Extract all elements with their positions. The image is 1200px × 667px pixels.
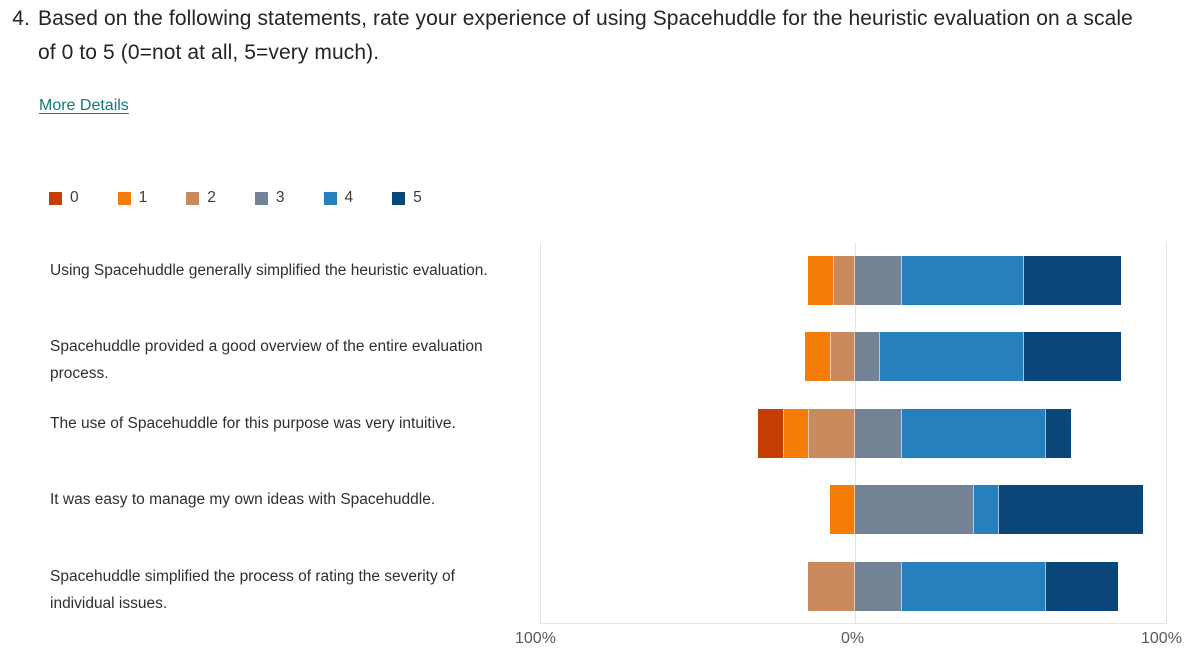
- bar-row: [541, 484, 1166, 535]
- bar-segment-rating-1[interactable]: [781, 408, 809, 459]
- legend-label: 2: [207, 189, 216, 206]
- bar-segment-rating-2[interactable]: [806, 561, 856, 612]
- bar-row: [541, 408, 1166, 459]
- legend-item-0[interactable]: 0: [49, 190, 79, 206]
- legend-swatch-icon-1: [117, 191, 131, 205]
- bar-segment-rating-3[interactable]: [853, 255, 904, 306]
- bar-segment-rating-2[interactable]: [832, 255, 856, 306]
- bar-segment-rating-3[interactable]: [853, 408, 904, 459]
- statement-label: Spacehuddle provided a good overview of …: [50, 338, 483, 382]
- legend-swatch-icon-4: [323, 191, 337, 205]
- x-axis-tick-right: 100%: [1141, 630, 1182, 647]
- legend-label: 5: [413, 189, 422, 206]
- question-heading: 4. Based on the following statements, ra…: [8, 2, 1138, 70]
- legend-item-5[interactable]: 5: [392, 190, 422, 206]
- bar-segment-rating-3[interactable]: [853, 331, 882, 382]
- bar-segment-rating-4[interactable]: [901, 561, 1048, 612]
- bar-segment-rating-4[interactable]: [973, 484, 1001, 535]
- x-axis-tick-left: 100%: [515, 630, 556, 647]
- question-number: 4.: [12, 7, 30, 30]
- chart-plot-area: [540, 242, 1167, 624]
- statement-label: The use of Spacehuddle for this purpose …: [50, 415, 456, 432]
- statement-labels-column: Using Spacehuddle generally simplified t…: [50, 236, 520, 618]
- more-details-link[interactable]: More Details: [39, 97, 129, 114]
- x-axis-tick-center: 0%: [841, 630, 865, 647]
- bar-row: [541, 331, 1166, 382]
- bar-segment-rating-2[interactable]: [806, 408, 856, 459]
- bar-segment-rating-4[interactable]: [901, 408, 1048, 459]
- legend-item-1[interactable]: 1: [117, 189, 148, 206]
- bar-segment-rating-1[interactable]: [828, 484, 856, 535]
- bar-segment-rating-1[interactable]: [803, 331, 831, 382]
- bar-segment-rating-3[interactable]: [853, 561, 904, 612]
- legend-label: 0: [70, 189, 79, 206]
- bar-segment-rating-5[interactable]: [1045, 408, 1073, 459]
- legend-item-3[interactable]: 3: [254, 189, 285, 206]
- legend-label: 3: [275, 189, 285, 206]
- bar-row: [541, 561, 1166, 612]
- chart-legend: 0 1 2 3 4 5: [49, 190, 461, 206]
- bar-segment-rating-3[interactable]: [853, 484, 976, 535]
- bar-segment-rating-4[interactable]: [901, 255, 1026, 306]
- legend-swatch-icon-3: [254, 191, 268, 205]
- bar-segment-rating-5[interactable]: [1023, 255, 1123, 306]
- bar-segment-rating-4[interactable]: [879, 331, 1026, 382]
- statement-label: Spacehuddle simplified the process of ra…: [50, 568, 455, 612]
- statement-label: Using Spacehuddle generally simplified t…: [50, 262, 488, 279]
- legend-label: 4: [344, 189, 354, 206]
- legend-swatch-icon-0: [49, 191, 62, 205]
- bar-row: [541, 255, 1166, 306]
- bar-segment-rating-5[interactable]: [1045, 561, 1120, 612]
- statement-label: It was easy to manage my own ideas with …: [50, 491, 436, 508]
- bar-segment-rating-5[interactable]: [1023, 331, 1123, 382]
- bar-segment-rating-2[interactable]: [828, 331, 856, 382]
- legend-item-2[interactable]: 2: [186, 190, 216, 206]
- legend-label: 1: [138, 189, 148, 206]
- legend-item-4[interactable]: 4: [323, 189, 354, 206]
- legend-swatch-icon-5: [392, 191, 406, 205]
- bar-segment-rating-5[interactable]: [998, 484, 1145, 535]
- bar-segment-rating-1[interactable]: [806, 255, 835, 306]
- question-text: Based on the following statements, rate …: [38, 7, 1133, 64]
- legend-swatch-icon-2: [186, 191, 200, 205]
- bar-segment-rating-0[interactable]: [756, 408, 784, 459]
- x-axis-tick-labels: 100% 0% 100%: [0, 628, 1200, 658]
